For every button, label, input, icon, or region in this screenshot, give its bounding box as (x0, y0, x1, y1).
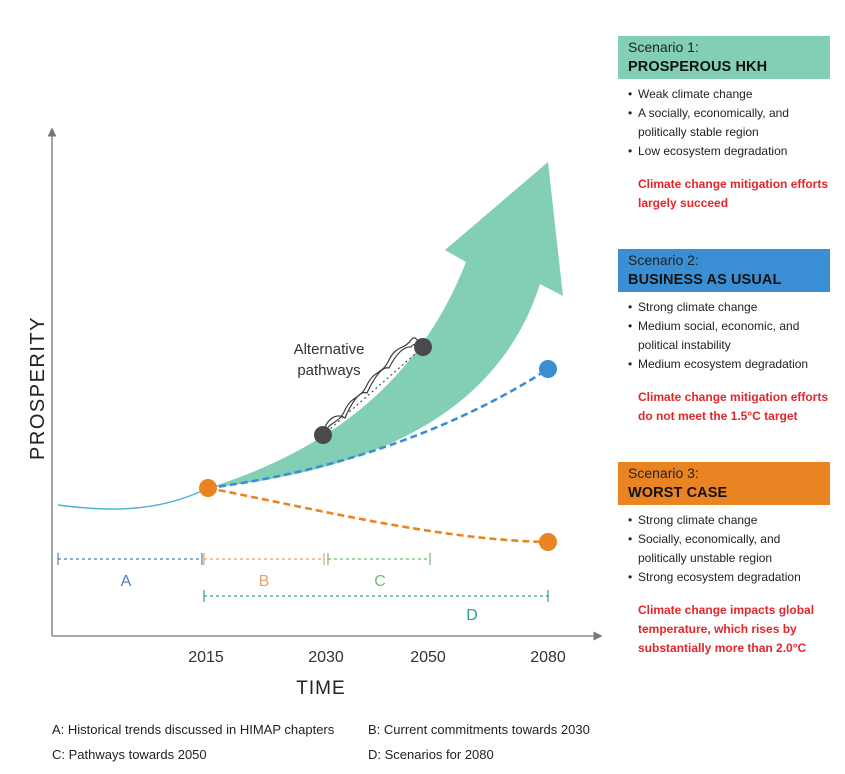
list-item: Socially, economically, and politically … (628, 530, 830, 568)
scenario-1-bullets: Weak climate change A socially, economic… (618, 85, 830, 161)
alternative-pathway-strand-1 (322, 337, 424, 436)
segment-d-bracket (203, 590, 549, 602)
list-item: A socially, economically, and politicall… (628, 104, 830, 142)
list-item: Medium social, economic, and political i… (628, 317, 830, 355)
scenario-3-bullets: Strong climate change Socially, economic… (618, 511, 830, 587)
list-item: Low ecosystem degradation (628, 142, 830, 161)
pathway-start-dot (314, 426, 332, 444)
scenario-3-number: Scenario 3: (628, 465, 699, 481)
tick-2030: 2030 (308, 649, 344, 666)
alternative-pathway-dotted (322, 346, 424, 436)
scenario-2-mitigation: Climate change mitigation efforts do not… (638, 390, 829, 423)
scenario-3-panel: Scenario 3: WORST CASE Strong climate ch… (618, 462, 830, 658)
legend-a: A: Historical trends discussed in HIMAP … (52, 722, 335, 737)
scenario-1-panel: Scenario 1: PROSPEROUS HKH Weak climate … (618, 36, 830, 213)
segment-d-label: D (466, 607, 478, 624)
scenario-2-name: BUSINESS AS USUAL (628, 272, 782, 288)
scenario-1-name: PROSPEROUS HKH (628, 59, 768, 75)
scenario-1-header: Scenario 1: PROSPEROUS HKH (618, 36, 830, 79)
tick-2015: 2015 (188, 649, 224, 666)
list-item: Strong climate change (628, 298, 830, 317)
list-item: Strong climate change (628, 511, 830, 530)
y-axis-label: PROSPERITY (27, 316, 49, 460)
tick-2080: 2080 (530, 649, 566, 666)
scenario-2-bullets: Strong climate change Medium social, eco… (618, 298, 830, 374)
scenario-2-header: Scenario 2: BUSINESS AS USUAL (618, 249, 830, 292)
alternative-pathways-label-line1: Alternative (294, 341, 365, 358)
segment-a-label: A (121, 573, 132, 590)
business-as-usual-path (207, 367, 549, 490)
segment-b-bracket (203, 553, 325, 565)
prosperous-pathway-arrow (208, 162, 563, 488)
scenario-1-mitigation: Climate change mitigation efforts largel… (638, 177, 829, 210)
segment-c-bracket (327, 553, 431, 565)
scenario-diagram: PROSPERITY TIME 2015 2030 2050 2080 Alte… (27, 127, 603, 699)
list-item: Weak climate change (628, 85, 830, 104)
pathway-end-dot (414, 338, 432, 356)
list-item: Strong ecosystem degradation (628, 568, 830, 587)
tick-2050: 2050 (410, 649, 446, 666)
segment-b-label: B (259, 573, 270, 590)
segment-c-label: C (374, 573, 386, 590)
historical-trend-line (57, 487, 209, 510)
worst-case-path (207, 486, 549, 544)
scenario-3-header: Scenario 3: WORST CASE (618, 462, 830, 505)
scenario-3-mitigation: Climate change impacts global temperatur… (638, 603, 815, 655)
worst-case-end-dot (539, 533, 557, 551)
scenario-2-panel: Scenario 2: BUSINESS AS USUAL Strong cli… (618, 249, 830, 426)
scenario-2-number: Scenario 2: (628, 252, 699, 268)
alternative-pathways-label-line2: pathways (297, 362, 360, 379)
legend-d: D: Scenarios for 2080 (368, 747, 494, 762)
segment-a-bracket (57, 553, 203, 565)
list-item: Medium ecosystem degradation (628, 355, 830, 374)
x-axis-label: TIME (296, 678, 345, 699)
legend-b: B: Current commitments towards 2030 (368, 722, 590, 737)
scenario-3-name: WORST CASE (628, 485, 728, 501)
legend-c: C: Pathways towards 2050 (52, 747, 207, 762)
scenario-1-number: Scenario 1: (628, 39, 699, 55)
origin-dot-2015 (199, 479, 217, 497)
business-as-usual-end-dot (539, 360, 557, 378)
